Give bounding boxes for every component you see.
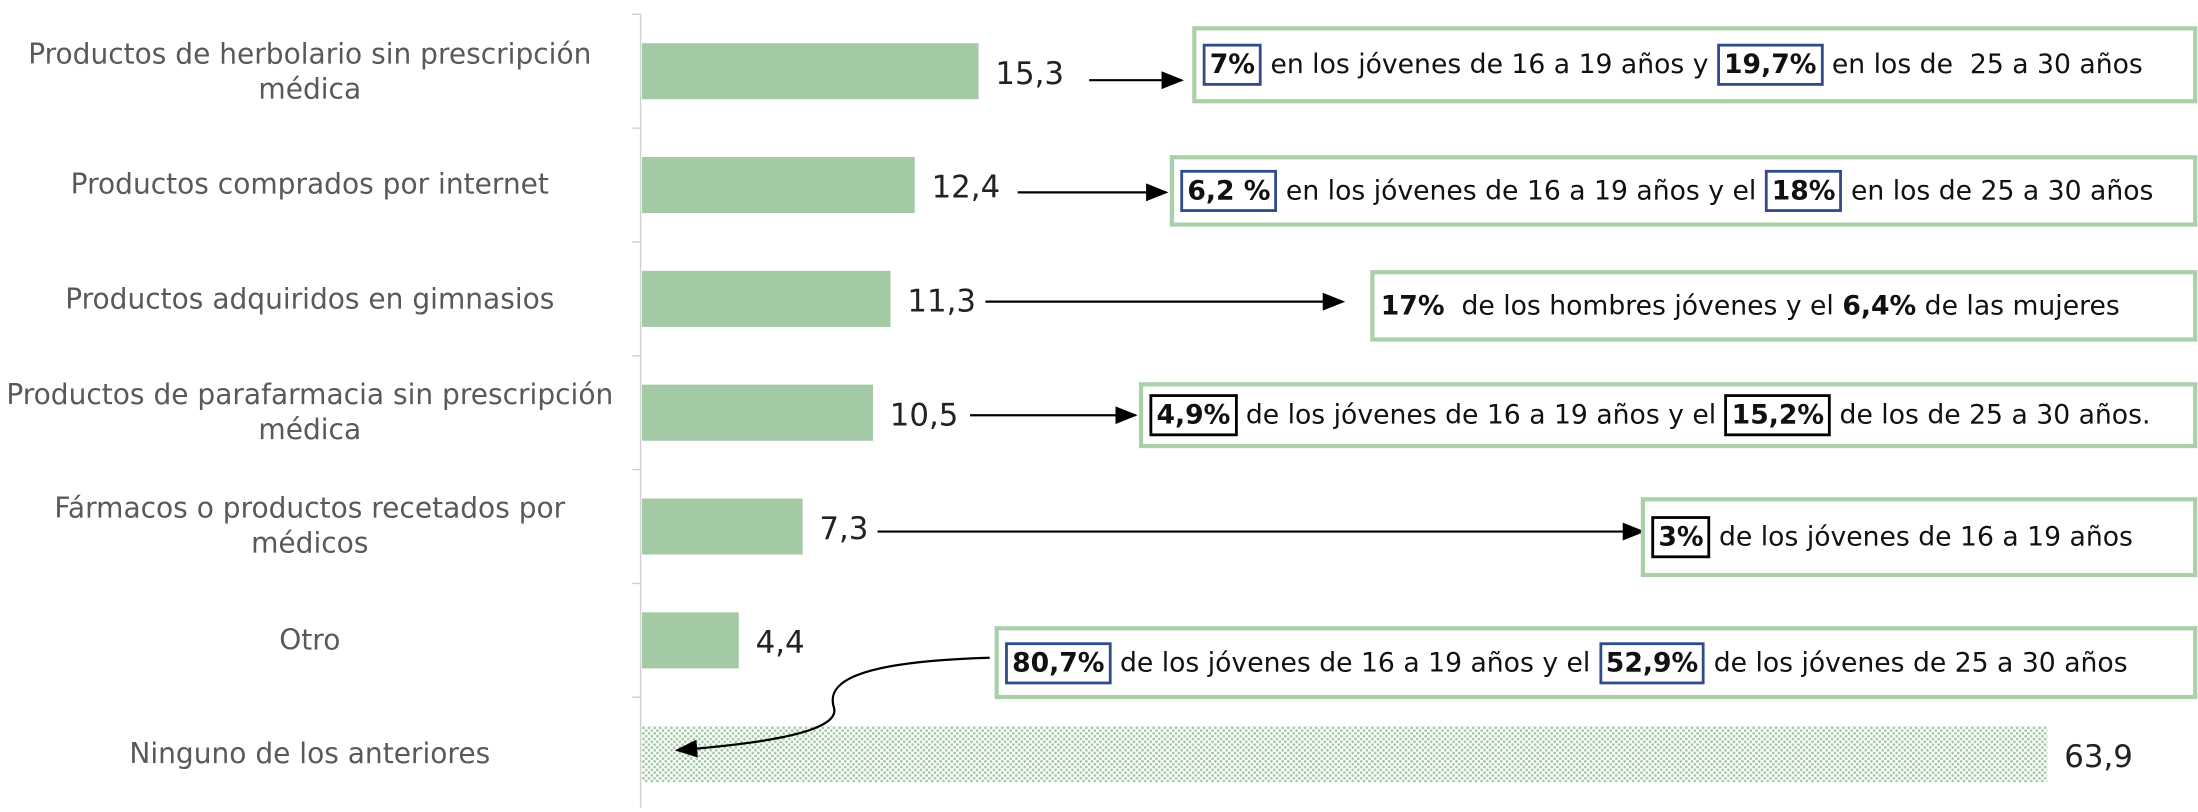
annotation-part: de los hombres jóvenes y el	[1444, 290, 1843, 322]
annotation-content: 17% de los hombres jóvenes y el 6,4% de …	[1372, 272, 2195, 339]
annotation-part: 4,9%	[1149, 394, 1238, 437]
annotation-part: de los jóvenes de 25 a 30 años	[1705, 647, 2128, 679]
annotation-part: de los jóvenes de 16 a 19 años	[1710, 521, 2133, 553]
bar	[642, 43, 979, 100]
bar	[642, 498, 803, 555]
annotation-text: 80,7% de los jóvenes de 16 a 19 años y e…	[997, 628, 2196, 697]
annotation-text: 17% de los hombres jóvenes y el 6,4% de …	[1372, 272, 2195, 339]
annotation-part: 3%	[1651, 516, 1711, 559]
bar	[642, 726, 2048, 783]
category-label-box: Productos comprados por internet	[70, 167, 549, 202]
bar	[642, 270, 891, 327]
value-label: 63,9	[2064, 739, 2133, 775]
annotation-box	[1370, 270, 2198, 342]
annotation-box	[1640, 497, 2198, 578]
category-label: Productos de parafarmacia sin prescripci…	[6, 377, 614, 447]
annotation-text: 3% de los jóvenes de 16 a 19 años	[1643, 499, 2195, 575]
annotation-part: en los de 25 a 30 años	[1842, 175, 2154, 207]
category-label: Productos de herbolario sin prescripción…	[28, 36, 592, 105]
annotation-part: en los jóvenes de 16 a 19 años y	[1261, 49, 1718, 81]
annotation-text: 7% en los jóvenes de 16 a 19 años y 19,7…	[1194, 28, 2195, 101]
value-label: 7,3	[819, 511, 868, 547]
annotation-content: 6,2 % en los jóvenes de 16 a 19 años y e…	[1172, 157, 2195, 224]
bar	[642, 384, 873, 441]
annotation-part: 18%	[1764, 169, 1843, 212]
annotation-part: en los de 25 a 30 años	[1823, 49, 2143, 81]
annotation-part: en los jóvenes de 16 a 19 años y el	[1277, 175, 1765, 207]
annotation-part: 52,9%	[1598, 641, 1706, 684]
annotation-part: 6,2 %	[1180, 169, 1278, 212]
value-label: 12,4	[932, 170, 1001, 206]
annotation-part: 17%	[1380, 290, 1445, 322]
value-label: 10,5	[890, 397, 959, 433]
value-label: 15,3	[995, 56, 1064, 92]
category-label: Fármacos o productos recetados por médic…	[54, 491, 566, 561]
annotation-part: 15,2%	[1724, 394, 1832, 437]
category-label: Productos comprados por internet	[70, 167, 549, 202]
annotation-content: 80,7% de los jóvenes de 16 a 19 años y e…	[997, 628, 2196, 697]
annotation-content: 7% en los jóvenes de 16 a 19 años y 19,7…	[1194, 28, 2195, 101]
annotation-content: 3% de los jóvenes de 16 a 19 años	[1643, 499, 2195, 575]
annotation-part: de los jóvenes de 16 a 19 años y el	[1237, 399, 1725, 431]
annotation-text: 4,9% de los jóvenes de 16 a 19 años y el…	[1141, 384, 2195, 446]
bar	[642, 157, 915, 214]
annotation-part: 7%	[1202, 43, 1262, 86]
annotation-text: 6,2 % en los jóvenes de 16 a 19 años y e…	[1172, 157, 2195, 224]
annotation-box	[1138, 382, 2198, 449]
category-label: Ninguno de los anteriores	[129, 736, 491, 771]
category-label-box: Ninguno de los anteriores	[129, 736, 491, 771]
category-label-box: Productos de herbolario sin prescripción…	[28, 36, 592, 105]
annotation-content: 4,9% de los jóvenes de 16 a 19 años y el…	[1141, 384, 2195, 446]
annotation-part: 80,7%	[1005, 641, 1112, 684]
category-label-box: Productos de parafarmacia sin prescripci…	[6, 377, 614, 447]
annotation-part: de los jóvenes de 16 a 19 años y el	[1111, 647, 1599, 679]
value-label: 11,3	[907, 284, 976, 320]
category-label-box: Otro	[279, 622, 341, 657]
annotation-part: de los de 25 a 30 años.	[1831, 399, 2151, 431]
annotation-part: de las mujeres	[1916, 290, 2120, 322]
annotation-arrow	[674, 656, 990, 758]
annotation-part: 6,4%	[1842, 290, 1917, 322]
category-label: Otro	[279, 622, 341, 657]
bar	[642, 612, 739, 669]
annotation-part: 19,7%	[1717, 43, 1824, 86]
category-label-box: Productos adquiridos en gimnasios	[65, 281, 555, 315]
annotation-box	[1169, 155, 2198, 227]
annotation-box	[1192, 26, 2198, 104]
value-label: 4,4	[756, 625, 805, 661]
annotation-box	[994, 626, 2198, 700]
category-label-box: Fármacos o productos recetados por médic…	[54, 491, 566, 561]
category-label: Productos adquiridos en gimnasios	[65, 281, 555, 315]
